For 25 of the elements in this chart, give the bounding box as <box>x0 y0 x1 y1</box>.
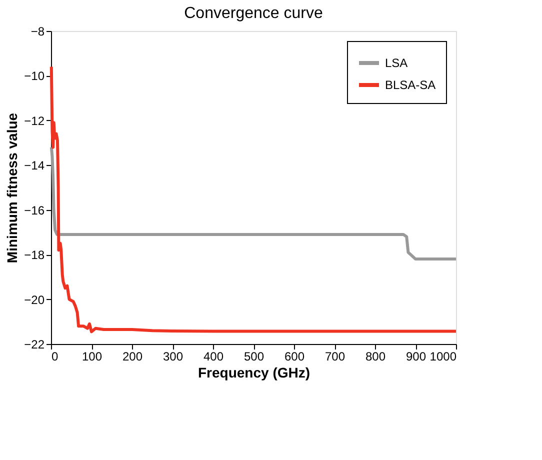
y-tick-label: −10 <box>24 69 45 84</box>
y-tick-label: −22 <box>24 338 45 352</box>
y-axis-title: Minimum fitness value <box>4 112 20 264</box>
legend-label: BLSA-SA <box>385 78 436 92</box>
x-tick-label: 700 <box>324 350 346 364</box>
y-tick-label: −12 <box>24 114 45 128</box>
x-tick-label: 400 <box>203 350 224 364</box>
x-tick-label: 100 <box>82 350 102 364</box>
line-series <box>50 146 458 261</box>
x-tick-label: 500 <box>244 350 264 364</box>
y-tick-label: −16 <box>24 203 45 218</box>
chart-title: Convergence curve <box>184 5 323 22</box>
x-tick-label: 800 <box>365 350 386 364</box>
x-tick-label: 0 <box>52 350 58 364</box>
x-axis-title: Frequency (GHz) <box>198 364 310 380</box>
x-tick-label: 900 <box>406 350 426 364</box>
y-tick-label: −8 <box>30 24 45 38</box>
x-tick-label: 300 <box>162 350 184 364</box>
x-tick-label: 200 <box>122 350 143 364</box>
y-tick-label: −20 <box>24 292 45 307</box>
x-tick-label: 1000 <box>430 350 457 364</box>
y-tick-label: −14 <box>24 158 45 173</box>
legend-label: LSA <box>385 56 408 70</box>
x-tick-label: 600 <box>284 350 305 364</box>
y-tick-label: −18 <box>24 248 45 262</box>
